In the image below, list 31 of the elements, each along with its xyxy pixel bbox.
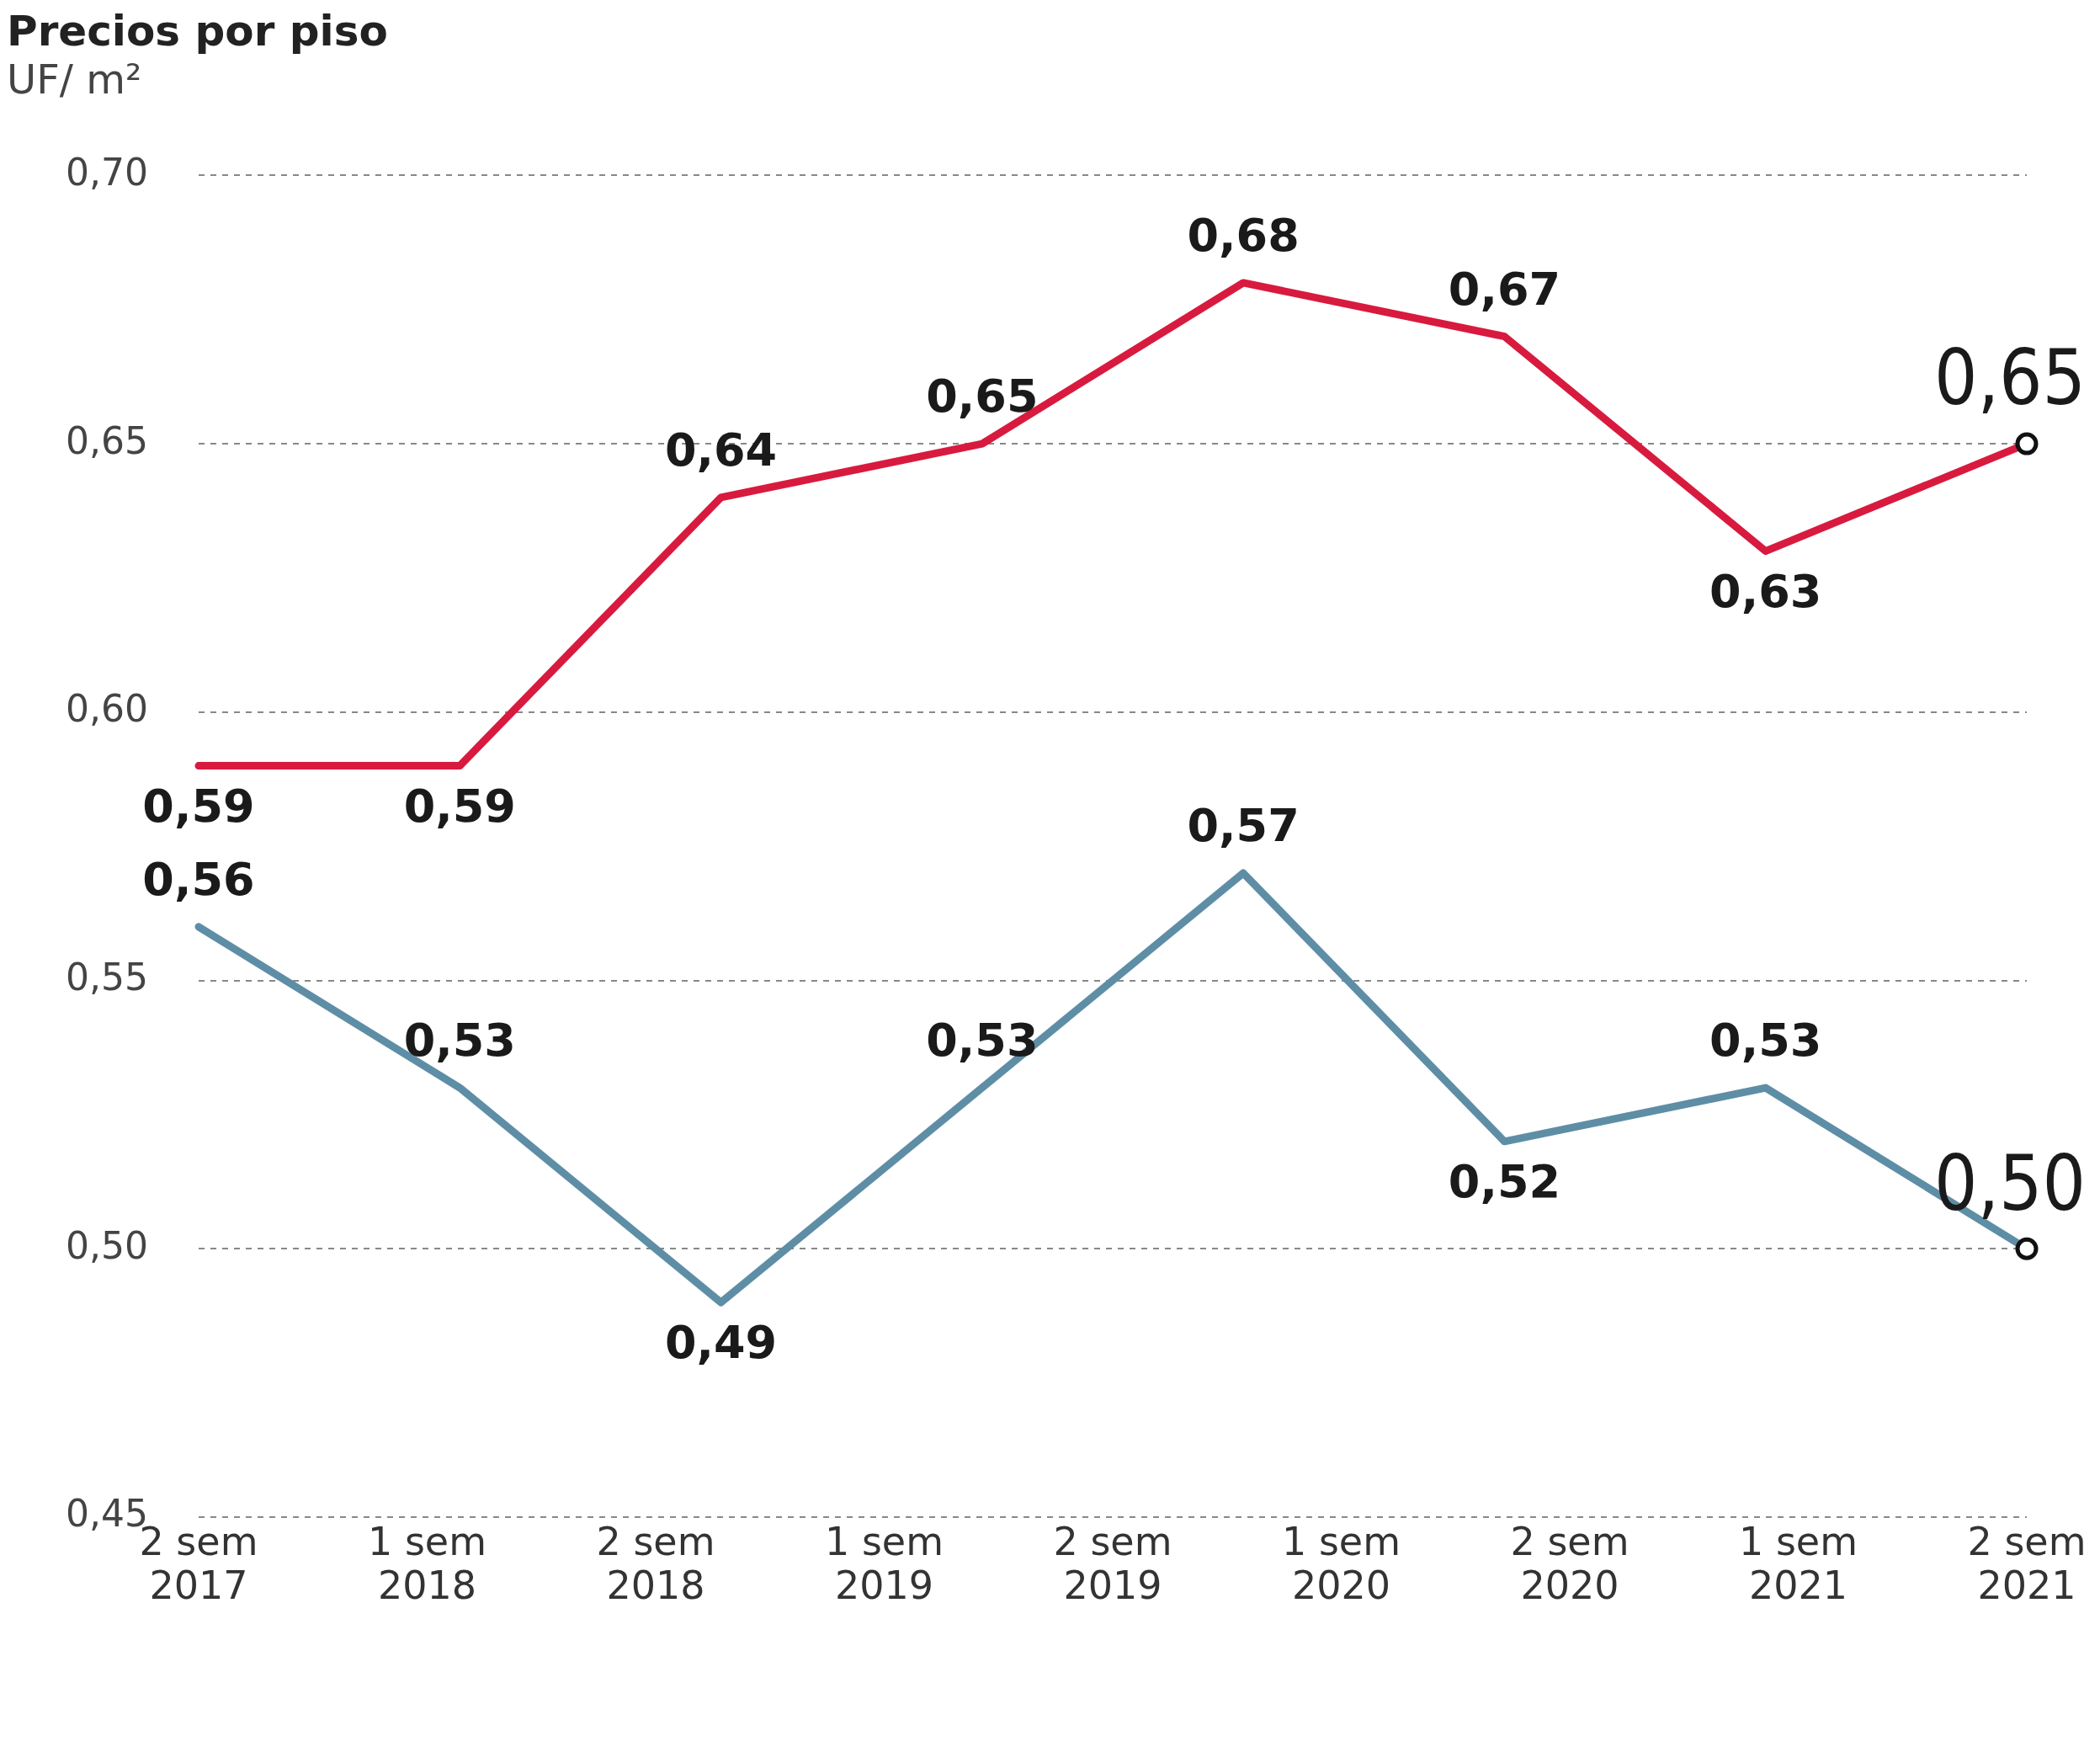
data-label: 0,53 [1709,1014,1822,1068]
text: 1 sem 2021 [1739,1518,1858,1608]
data-label: 0,52 [1448,1154,1561,1208]
data-label: 0,53 [403,1014,516,1068]
data-label: 0,59 [403,779,516,833]
data-label: 0,53 [926,1014,1039,1068]
text: 1 sem 2019 [825,1518,944,1608]
data-label: 0,57 [1187,799,1300,853]
data-label: 0,64 [664,423,778,477]
data-label: 0,65 [1933,333,2087,423]
text: 2 sem 2019 [1053,1518,1172,1608]
data-label: 0,67 [1448,262,1561,316]
data-label: 0,68 [1187,208,1300,262]
data-label: 0,59 [142,779,255,833]
text: 2 sem 2020 [1510,1518,1629,1608]
text: 1 sem 2018 [367,1518,486,1608]
data-label: 0,50 [1933,1138,2087,1227]
data-label: 0,49 [664,1316,778,1370]
y-tick-label: 0,70 [66,150,148,194]
y-tick-label: 0,60 [66,687,148,731]
text: 2 sem 2021 [1967,1518,2087,1608]
chart-title: Precios por piso [7,7,389,56]
data-label: 0,63 [1709,564,1822,618]
y-tick-label: 0,55 [66,956,148,998]
y-tick-label: 0,50 [66,1223,148,1267]
text: 1 sem 2020 [1282,1518,1401,1608]
data-label: 0,56 [142,852,255,906]
data-label: 0,65 [926,370,1039,423]
y-tick-label: 0,65 [66,418,148,462]
text: 2 sem 2018 [596,1518,715,1608]
chart-subtitle: UF/ m² [7,56,143,103]
